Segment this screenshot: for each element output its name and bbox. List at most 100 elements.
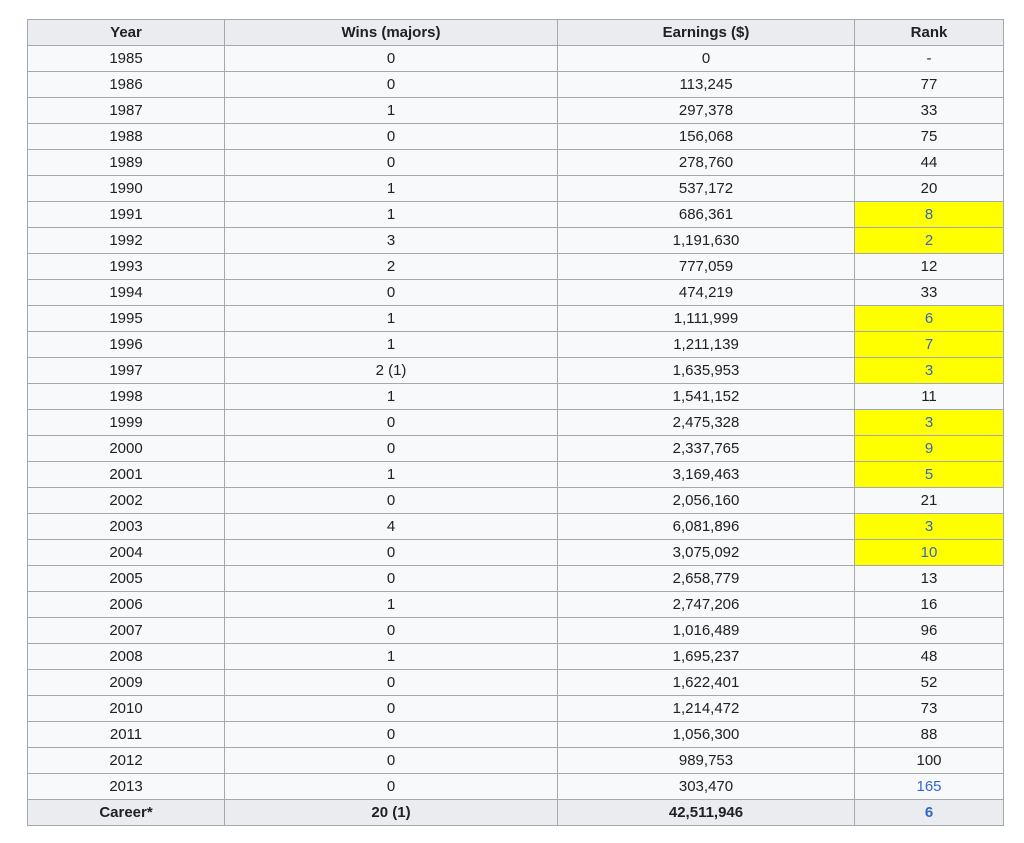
cell-earnings: 686,361 — [557, 201, 855, 228]
rank-link[interactable]: 9 — [924, 440, 934, 457]
cell-rank[interactable]: 9 — [854, 435, 1004, 462]
table-row: 1986 0 113,245 77 — [27, 71, 1004, 98]
cell-rank: 88 — [854, 721, 1004, 748]
cell-rank: 100 — [854, 747, 1004, 774]
cell-wins: 0 — [224, 279, 558, 306]
cell-rank: 20 — [854, 175, 1004, 202]
table-header-row: Year Wins (majors) Earnings ($) Rank — [27, 19, 1004, 46]
career-wins: 20 (1) — [224, 799, 558, 826]
cell-earnings: 6,081,896 — [557, 513, 855, 540]
cell-wins: 2 (1) — [224, 357, 558, 384]
cell-wins: 1 — [224, 305, 558, 332]
table-row: 2000 0 2,337,765 9 — [27, 435, 1004, 462]
cell-rank[interactable]: 3 — [854, 357, 1004, 384]
cell-earnings: 1,214,472 — [557, 695, 855, 722]
cell-wins: 0 — [224, 773, 558, 800]
rank-link[interactable]: 6 — [924, 310, 934, 327]
rank-link[interactable]: 5 — [924, 466, 934, 483]
rank-link[interactable]: 7 — [924, 336, 934, 353]
cell-wins: 0 — [224, 721, 558, 748]
table-row: 1992 3 1,191,630 2 — [27, 227, 1004, 254]
cell-rank[interactable]: 165 — [854, 773, 1004, 800]
cell-rank: 52 — [854, 669, 1004, 696]
cell-rank[interactable]: 2 — [854, 227, 1004, 254]
table-row: 2004 0 3,075,092 10 — [27, 539, 1004, 566]
cell-year: 2006 — [27, 591, 225, 618]
cell-wins: 0 — [224, 565, 558, 592]
cell-year: 2010 — [27, 695, 225, 722]
cell-rank: - — [854, 45, 1004, 72]
cell-earnings: 1,695,237 — [557, 643, 855, 670]
cell-wins: 0 — [224, 71, 558, 98]
career-rank[interactable]: 6 — [854, 799, 1004, 826]
rank-link[interactable]: 3 — [924, 414, 934, 431]
cell-rank: 48 — [854, 643, 1004, 670]
cell-earnings: 1,622,401 — [557, 669, 855, 696]
header-wins[interactable]: Wins (majors) — [224, 19, 558, 46]
cell-earnings: 303,470 — [557, 773, 855, 800]
cell-rank[interactable]: 10 — [854, 539, 1004, 566]
cell-year: 1995 — [27, 305, 225, 332]
cell-rank[interactable]: 3 — [854, 513, 1004, 540]
rank-link[interactable]: 165 — [916, 778, 942, 795]
cell-rank: 44 — [854, 149, 1004, 176]
cell-earnings: 2,056,160 — [557, 487, 855, 514]
cell-earnings: 2,337,765 — [557, 435, 855, 462]
cell-earnings: 1,541,152 — [557, 383, 855, 410]
career-earnings: 42,511,946 — [557, 799, 855, 826]
cell-year: 2011 — [27, 721, 225, 748]
cell-rank[interactable]: 5 — [854, 461, 1004, 488]
cell-earnings: 156,068 — [557, 123, 855, 150]
table-row: 1997 2 (1) 1,635,953 3 — [27, 357, 1004, 384]
table-row: 2008 1 1,695,237 48 — [27, 643, 1004, 670]
header-earnings[interactable]: Earnings ($) — [557, 19, 855, 46]
rank-link[interactable]: 2 — [924, 232, 934, 249]
table-row: 2003 4 6,081,896 3 — [27, 513, 1004, 540]
cell-earnings: 474,219 — [557, 279, 855, 306]
cell-wins: 0 — [224, 747, 558, 774]
table-row: 2005 0 2,658,779 13 — [27, 565, 1004, 592]
cell-earnings: 989,753 — [557, 747, 855, 774]
header-rank[interactable]: Rank — [854, 19, 1004, 46]
cell-rank[interactable]: 6 — [854, 305, 1004, 332]
cell-year: 1992 — [27, 227, 225, 254]
table-body: 1985 0 0-1986 0 113,245 77 1987 1 297,378 33 1988 0… — [27, 45, 1004, 800]
cell-earnings: 3,169,463 — [557, 461, 855, 488]
career-total-row: Career* 20 (1) 42,511,946 6 — [27, 799, 1004, 826]
cell-rank: 33 — [854, 97, 1004, 124]
header-year[interactable]: Year — [27, 19, 225, 46]
cell-rank[interactable]: 3 — [854, 409, 1004, 436]
cell-year: 1999 — [27, 409, 225, 436]
cell-rank: 11 — [854, 383, 1004, 410]
cell-earnings: 1,056,300 — [557, 721, 855, 748]
cell-rank[interactable]: 7 — [854, 331, 1004, 358]
rank-link[interactable]: 8 — [924, 206, 934, 223]
cell-earnings: 537,172 — [557, 175, 855, 202]
cell-year: 1986 — [27, 71, 225, 98]
earnings-table: Year Wins (majors) Earnings ($) Rank 198… — [27, 19, 1004, 826]
cell-rank[interactable]: 8 — [854, 201, 1004, 228]
cell-year: 2001 — [27, 461, 225, 488]
cell-earnings: 2,747,206 — [557, 591, 855, 618]
cell-rank: 13 — [854, 565, 1004, 592]
cell-year: 1990 — [27, 175, 225, 202]
cell-rank: 12 — [854, 253, 1004, 280]
rank-link[interactable]: 3 — [924, 518, 934, 535]
cell-wins: 1 — [224, 175, 558, 202]
table-row: 1999 0 2,475,328 3 — [27, 409, 1004, 436]
rank-link[interactable]: 3 — [924, 362, 934, 379]
table-row: 1995 1 1,111,999 6 — [27, 305, 1004, 332]
cell-rank: 73 — [854, 695, 1004, 722]
cell-wins: 1 — [224, 331, 558, 358]
table-row: 2002 0 2,056,160 21 — [27, 487, 1004, 514]
cell-wins: 0 — [224, 695, 558, 722]
cell-year: 1989 — [27, 149, 225, 176]
rank-link[interactable]: 10 — [920, 544, 938, 561]
cell-rank: 75 — [854, 123, 1004, 150]
table-row: 2007 0 1,016,489 96 — [27, 617, 1004, 644]
table-row: 1993 2 777,059 12 — [27, 253, 1004, 280]
cell-wins: 1 — [224, 201, 558, 228]
career-rank-link[interactable]: 6 — [924, 804, 934, 821]
cell-earnings: 1,016,489 — [557, 617, 855, 644]
table-row: 2012 0 989,753 100 — [27, 747, 1004, 774]
